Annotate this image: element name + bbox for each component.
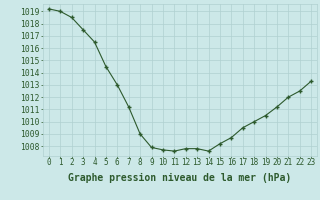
X-axis label: Graphe pression niveau de la mer (hPa): Graphe pression niveau de la mer (hPa): [68, 173, 292, 183]
